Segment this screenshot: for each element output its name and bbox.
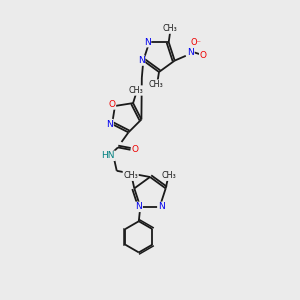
Text: N: N bbox=[135, 202, 142, 211]
Text: N: N bbox=[144, 38, 151, 47]
Text: HN: HN bbox=[102, 151, 115, 160]
Text: N: N bbox=[138, 56, 145, 65]
Text: CH₃: CH₃ bbox=[123, 171, 138, 180]
Text: O: O bbox=[200, 51, 207, 60]
Text: CH₃: CH₃ bbox=[148, 80, 164, 89]
Text: CH₃: CH₃ bbox=[162, 171, 177, 180]
Text: CH₃: CH₃ bbox=[163, 24, 178, 33]
Text: O: O bbox=[109, 100, 116, 109]
Text: N: N bbox=[106, 120, 113, 129]
Text: O: O bbox=[131, 145, 139, 154]
Text: O⁻: O⁻ bbox=[190, 38, 201, 47]
Text: N: N bbox=[187, 48, 194, 57]
Text: CH₃: CH₃ bbox=[129, 86, 143, 95]
Text: N: N bbox=[158, 202, 165, 211]
